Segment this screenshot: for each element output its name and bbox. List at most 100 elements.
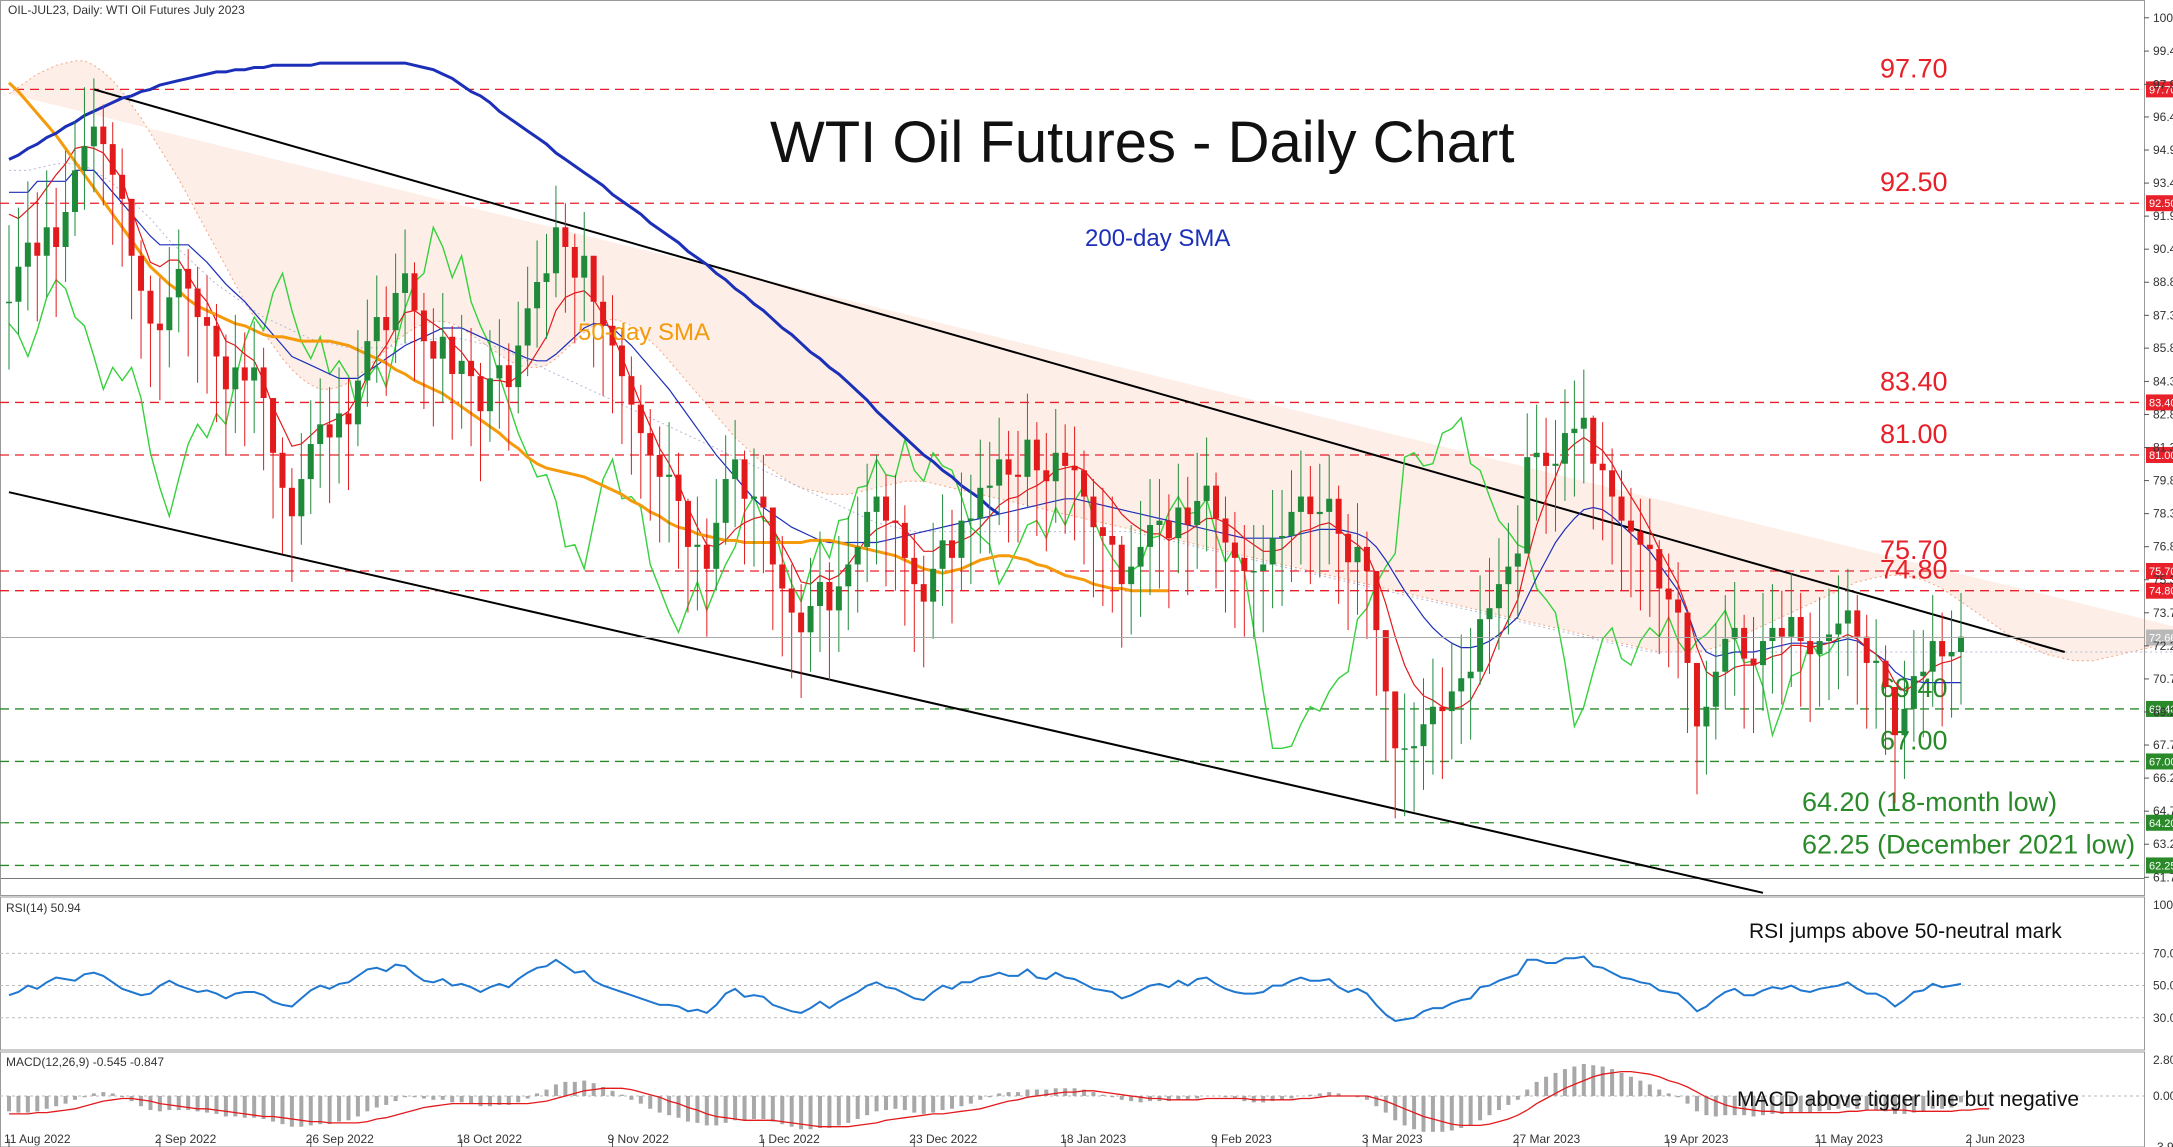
level-tag-text-0: 97.70 (2149, 84, 2173, 96)
candle-body (1797, 616, 1804, 642)
macd-bar (337, 1095, 342, 1122)
macd-bar (195, 1095, 200, 1112)
macd-bar (1336, 1093, 1341, 1096)
macd-bar (931, 1095, 936, 1113)
macd-bar (1855, 1095, 1860, 1109)
candle-body (1382, 630, 1389, 692)
macd-bar (1402, 1095, 1407, 1126)
macd-bar (1685, 1095, 1690, 1104)
candle-body (279, 452, 286, 488)
y-tick-label: 78.32 (2153, 507, 2173, 521)
macd-bar (1817, 1095, 1822, 1112)
trendline-1 (8, 491, 1764, 894)
level-label-9: 62.25 (December 2021 low) (1802, 829, 2135, 859)
sma50-label: 50-day SMA (578, 319, 710, 346)
macd-bar (1666, 1093, 1671, 1096)
rsi-tick-label: 100.00 (2153, 898, 2173, 912)
y-tick-label: 66.24 (2153, 771, 2173, 785)
macd-bar (1421, 1095, 1426, 1132)
x-tick-label: 19 Apr 2023 (1664, 1132, 1729, 1146)
macd-tick-label: 2.808 (2153, 1053, 2173, 1067)
candle-body (1543, 452, 1550, 466)
macd-bar (271, 1095, 276, 1122)
candle-body (383, 317, 390, 331)
macd-tick-label: 0.000 (2153, 1089, 2173, 1103)
candle-body (15, 266, 22, 302)
macd-bar (1713, 1095, 1718, 1117)
series-chikou (8, 225, 1839, 749)
candle-body (34, 242, 41, 256)
candle-body (72, 170, 79, 212)
candle-body (1458, 678, 1465, 692)
trendline-0 (93, 88, 2066, 653)
macd-bar (393, 1095, 398, 1102)
macd-bar (497, 1095, 502, 1105)
macd-bar (1911, 1095, 1916, 1113)
candle-body (109, 144, 116, 175)
candle-body (1958, 636, 1965, 652)
y-tick-label: 72.28 (2153, 639, 2173, 653)
candle-body (779, 564, 786, 589)
level-tag-text-9: 62.25 (2149, 860, 2173, 872)
x-tick-label: 27 Mar 2023 (1513, 1132, 1581, 1146)
macd-bar (1138, 1095, 1143, 1103)
candle-body (1722, 638, 1729, 672)
candle-body (1920, 671, 1927, 677)
candle-body (722, 479, 729, 523)
level-tag-6 (2146, 700, 2173, 717)
candle-body (439, 336, 446, 359)
candle-body (1929, 641, 1936, 672)
candle-body (1571, 428, 1578, 434)
level-tag-3 (2146, 446, 2173, 463)
sma200-label: 200-day SMA (1085, 225, 1230, 252)
y-tick-label: 90.40 (2153, 242, 2173, 256)
macd-bar (1723, 1095, 1728, 1116)
candle-body (590, 255, 597, 302)
macd-bar (912, 1095, 917, 1113)
candle-body (1854, 610, 1861, 637)
macd-bar (1129, 1095, 1134, 1102)
candle-body (1486, 608, 1493, 620)
macd-bar (582, 1080, 587, 1096)
candle-body (892, 520, 899, 523)
macd-bar (440, 1095, 445, 1100)
macd-bar (1166, 1095, 1171, 1102)
macd-bar (1742, 1095, 1747, 1116)
candle-body (354, 380, 361, 425)
macd-bar (35, 1095, 40, 1112)
macd-bar (242, 1095, 247, 1118)
macd-bar (846, 1095, 851, 1123)
candle-body (1590, 417, 1597, 464)
y-tick-label: 99.45 (2153, 44, 2173, 58)
macd-bar (874, 1095, 879, 1112)
macd-bar (610, 1090, 615, 1096)
macd-bar (280, 1095, 285, 1125)
series-kijun (9, 169, 1961, 684)
candle-body (1156, 520, 1163, 526)
macd-bar (299, 1095, 304, 1127)
y-tick-label: 84.36 (2153, 374, 2173, 388)
macd-bar (1393, 1095, 1398, 1121)
macd-bar (1779, 1095, 1784, 1114)
macd-bar (1591, 1065, 1596, 1096)
macd-bar (742, 1095, 747, 1121)
candle-body (1354, 546, 1361, 563)
y-tick-label: 70.77 (2153, 672, 2173, 686)
candle-body (1892, 687, 1898, 736)
candle-body (1467, 671, 1474, 679)
candle-body (1071, 465, 1078, 471)
candle-body (788, 588, 795, 613)
rsi-annotation: RSI jumps above 50-neutral mark (1749, 920, 2062, 943)
macd-bar (704, 1095, 709, 1126)
macd-bar (921, 1095, 926, 1114)
macd-bar (1317, 1093, 1322, 1096)
candle-body (741, 459, 748, 499)
macd-bar (384, 1095, 389, 1105)
macd-bar (1921, 1095, 1926, 1112)
x-tick-label: 26 Sep 2022 (306, 1132, 374, 1146)
level-tag-text-2: 83.40 (2149, 397, 2173, 409)
candle-body (270, 398, 277, 453)
price-layer: 97.7092.5083.4081.0075.7074.8069.4067.00… (0, 53, 2173, 894)
candle-body (53, 227, 60, 247)
candle-body (204, 317, 211, 326)
